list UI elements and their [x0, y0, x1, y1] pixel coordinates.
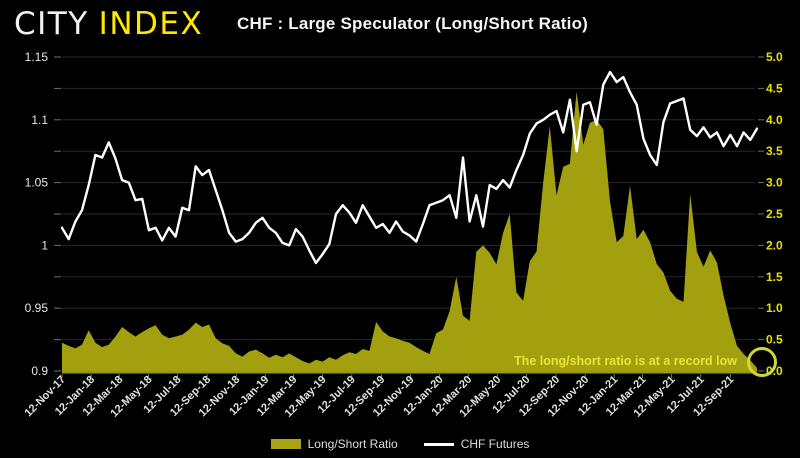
legend-item-futures: CHF Futures	[423, 437, 530, 451]
brand-logo: CITY INDEX	[14, 6, 203, 42]
y-axis-label-left: 1.15	[25, 50, 49, 64]
legend-label-ratio: Long/Short Ratio	[307, 437, 398, 451]
y-axis-label-right: 1.0	[766, 301, 783, 315]
chart-title: CHF : Large Speculator (Long/Short Ratio…	[237, 14, 589, 33]
y-axis-label-right: 0.5	[766, 333, 783, 347]
y-axis-label-right: 1.5	[766, 270, 783, 284]
brand-logo-index: INDEX	[98, 6, 204, 42]
annotation-text: The long/short ratio is at a record low	[514, 354, 737, 368]
ratio-swatch-icon	[270, 439, 301, 449]
y-axis-label-left: 1.05	[25, 176, 49, 190]
legend-item-ratio: Long/Short Ratio	[270, 437, 398, 451]
ratio-area-series	[62, 91, 757, 371]
y-axis-label-right: 3.5	[766, 144, 783, 158]
y-axis-label-right: 4.5	[766, 81, 783, 95]
chart-legend: Long/Short Ratio CHF Futures	[0, 437, 800, 451]
record-low-circle-icon	[747, 347, 777, 377]
futures-swatch-icon	[423, 442, 454, 446]
futures-line-series	[60, 70, 759, 265]
futures-line-path	[60, 70, 759, 265]
y-axis-label-right: 5.0	[766, 50, 783, 64]
y-axis-label-right: 3.0	[766, 176, 783, 190]
ratio-area-path	[62, 91, 757, 371]
y-axis-label-left: 0.9	[31, 364, 48, 378]
y-axis-label-left: 0.95	[25, 301, 49, 315]
y-axis-label-right: 4.0	[766, 113, 783, 127]
legend-label-futures: CHF Futures	[460, 437, 530, 451]
x-axis-baseline	[62, 371, 757, 374]
brand-logo-city: CITY	[14, 6, 89, 42]
y-axis-label-left: 1	[41, 238, 48, 252]
y-axis-label-right: 2.5	[766, 207, 783, 221]
y-axis-label-right: 2.0	[766, 238, 783, 252]
y-axis-label-left: 1.1	[31, 113, 48, 127]
